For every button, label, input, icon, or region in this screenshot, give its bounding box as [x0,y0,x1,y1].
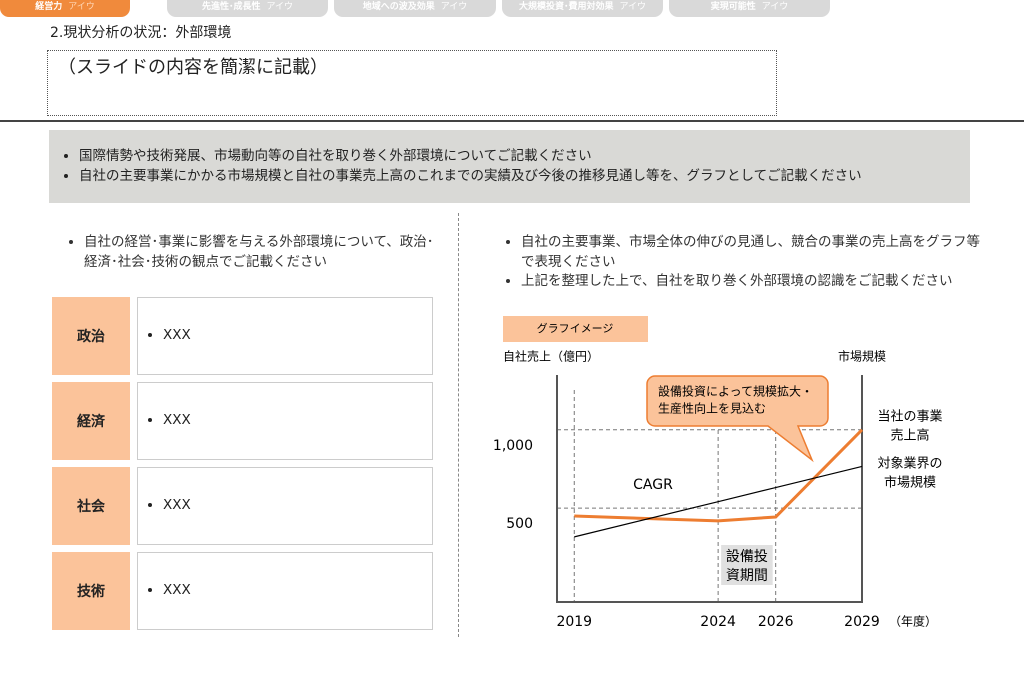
row-cell: XXX [137,382,433,460]
instruction: 国際情勢や技術発展、市場動向等の自社を取り巻く外部環境についてご記載ください [79,147,862,167]
cell-text: XXX [163,496,191,516]
section-title: 2.現状分析の状況：外部環境 [50,25,232,41]
cell-list: XXX [138,411,191,431]
cell-list: XXX [138,496,191,516]
bullet: 自社の経営･事業に影響を与える外部環境について、政治･経済･社会･技術の観点でご… [84,233,444,272]
tab-sub: アイウ [619,2,647,12]
x-tick-label: 2026 [758,614,794,630]
instruction-box: 国際情勢や技術発展、市場動向等の自社を取り巻く外部環境についてご記載ください 自… [49,130,970,203]
divider [0,120,1024,122]
tab-sub: アイウ [761,2,789,12]
row-label: 社会 [52,467,130,545]
instruction: 自社の主要事業にかかる市場規模と自社の事業売上高のこれまでの実績及び今後の推移見… [79,167,862,187]
tab[interactable]: 大規模投資･費用対効果 アイウ [502,0,663,17]
legend-label: 当社の事業 [877,409,942,425]
right-bullets: 自社の主要事業、市場全体の伸びの見通し、競合の事業の売上高をグラフ等で表現くださ… [503,233,986,292]
tab-sub: アイウ [440,2,468,12]
series-line [574,428,864,523]
y2-axis-label: 市場規模 [838,349,886,364]
x-tick-label: 2029 [844,614,880,630]
tab-name: 先進性･成長性 [201,2,261,12]
period-label: 設備投 [726,549,768,565]
y-axis-label: 自社売上（億円） [503,349,599,364]
row-label: 経済 [52,382,130,460]
column-divider [458,213,459,637]
badge-text: グラフイメージ [537,321,614,335]
axis [556,375,863,603]
legend-label: 売上高 [890,428,929,444]
tab[interactable]: 地域への波及効果 アイウ [334,0,496,17]
callout [646,375,829,463]
x-tick-label: 2024 [700,614,736,630]
bullet: 上記を整理した上で、自社を取り巻く外部環境の認識をご記載ください [521,272,986,292]
cell-list: XXX [138,581,191,601]
series-line [574,465,863,538]
tab-name: 地域への波及効果 [362,2,435,12]
row-cell: XXX [137,552,433,630]
callout-text: 生産性向上を見込む [658,401,766,416]
y-tick-label: 500 [506,516,533,532]
summary-box: （スライドの内容を簡潔に記載） [47,50,777,116]
period-box [721,545,773,585]
row-label: 技術 [52,552,130,630]
x-unit: （年度） [889,614,937,629]
cagr-label: CAGR [633,477,673,493]
tab[interactable]: 先進性･成長性 アイウ [167,0,328,17]
row-cell: XXX [137,467,433,545]
tab[interactable]: 実現可能性 アイウ [669,0,830,17]
callout-text: 設備投資によって規模拡大・ [658,384,813,399]
left-bullets: 自社の経営･事業に影響を与える外部環境について、政治･経済･社会･技術の観点でご… [66,233,444,272]
cell-list: XXX [138,326,191,346]
tab-name: 実現可能性 [710,2,756,12]
cell-text: XXX [163,581,191,601]
row-cell: XXX [137,297,433,375]
x-tick-label: 2019 [556,614,592,630]
cell-text: XXX [163,411,191,431]
tab-name: 大規模投資･費用対効果 [518,2,614,12]
tab[interactable]: 経営力 アイウ [0,0,130,17]
tab-sub: アイウ [266,2,294,12]
period-label: 資期間 [726,568,768,584]
legend-label: 市場規模 [884,475,936,491]
badge [503,316,648,342]
y-tick-label: 1,000 [493,438,533,454]
row-label: 政治 [52,297,130,375]
legend-label: 対象業界の [877,456,942,472]
instruction-list: 国際情勢や技術発展、市場動向等の自社を取り巻く外部環境についてご記載ください 自… [49,147,862,186]
tab-sub: アイウ [68,2,95,12]
tab-name: 経営力 [35,2,63,12]
bullet: 自社の主要事業、市場全体の伸びの見通し、競合の事業の売上高をグラフ等で表現くださ… [521,233,986,272]
summary-text: （スライドの内容を簡潔に記載） [58,57,328,78]
cell-text: XXX [163,326,191,346]
